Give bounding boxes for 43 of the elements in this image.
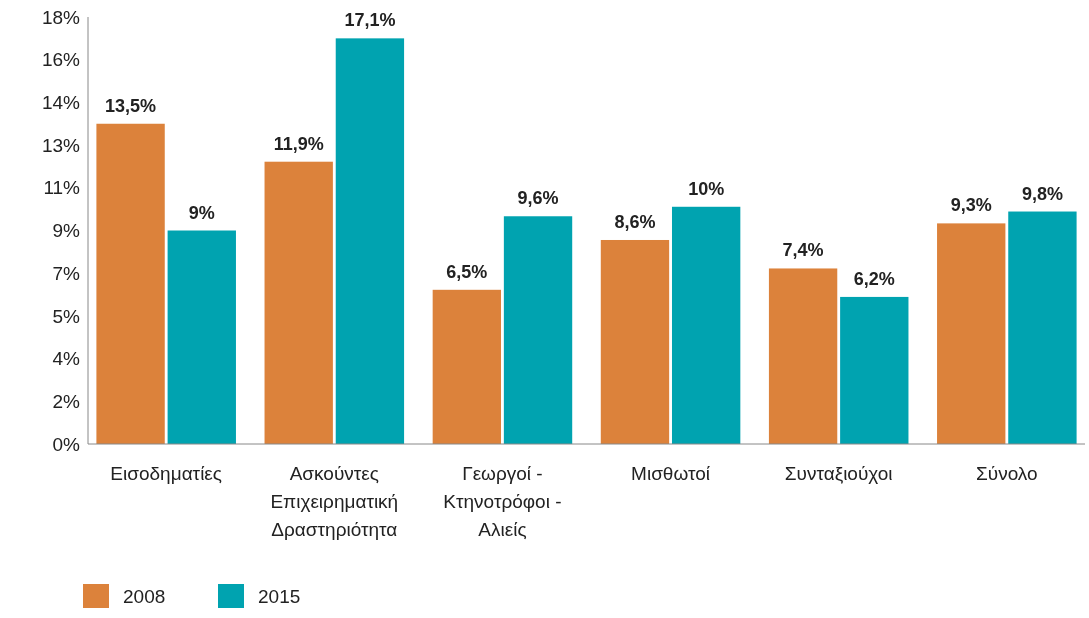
y-tick-label: 9% (52, 220, 81, 242)
data-label: 9% (188, 202, 215, 223)
y-tick-label: 18% (41, 6, 81, 28)
data-label: 7,4% (782, 240, 824, 261)
x-tick-label: Σύνολο (976, 463, 1038, 484)
bar (671, 206, 741, 444)
y-tick-label: 0% (52, 433, 81, 455)
y-tick-label: 4% (52, 348, 81, 370)
data-label: 11,9% (273, 133, 324, 154)
x-tick-label: Γεωργοί - Κτηνοτρόφοι - Αλιείς (443, 463, 562, 540)
bar (840, 296, 909, 444)
bar (432, 289, 502, 444)
legend-label: 2015 (258, 585, 301, 607)
bar (1008, 211, 1077, 444)
y-tick-label: 13% (41, 134, 81, 156)
data-label: 6,2% (853, 268, 895, 289)
data-label: 9,8% (1021, 183, 1063, 204)
data-label: 9,6% (517, 188, 559, 209)
bar (167, 230, 236, 444)
y-tick-label: 11% (43, 177, 81, 199)
x-tick-label: Εισοδηματίες (110, 463, 222, 484)
data-label: 9,3% (950, 195, 992, 216)
bar (335, 38, 405, 444)
legend-label: 2008 (123, 585, 166, 607)
x-tick-label: Μισθωτοί (631, 463, 711, 484)
y-tick-label: 14% (41, 92, 81, 114)
x-tick-label: Ασκούντες Επιχειρηματική Δραστηριότητα (270, 463, 399, 540)
data-label: 13,5% (105, 95, 157, 116)
data-label: 6,5% (446, 261, 488, 282)
bar (937, 223, 1006, 444)
data-label: 17,1% (344, 10, 396, 31)
y-tick-label: 5% (52, 305, 81, 327)
y-tick-label: 2% (52, 390, 81, 412)
y-tick-label: 7% (52, 262, 81, 284)
bar (768, 268, 838, 444)
y-tick-label: 16% (41, 49, 81, 71)
bar (96, 123, 165, 444)
data-label: 10% (688, 178, 725, 199)
bar (600, 239, 670, 444)
bar (503, 216, 573, 444)
data-label: 8,6% (614, 211, 656, 232)
bar (264, 161, 333, 444)
x-tick-label: Συνταξιούχοι (784, 463, 893, 484)
